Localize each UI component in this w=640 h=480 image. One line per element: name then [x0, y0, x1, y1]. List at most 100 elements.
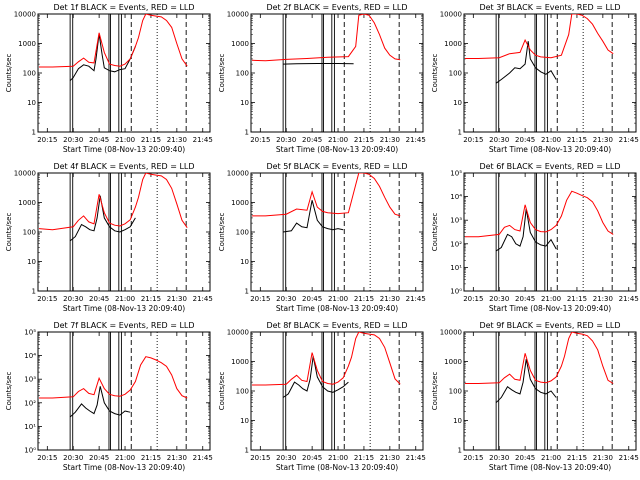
chart-panel-4: Det 4f BLACK = Events, RED = LLD Counts/s…	[5, 162, 213, 313]
x-tick-label: 21:30	[593, 295, 613, 303]
x-tick-label: 21:15	[354, 136, 374, 144]
x-tick-label: 20:15	[250, 136, 270, 144]
x-tick-label: 21:30	[593, 136, 613, 144]
y-tick-label: 1	[245, 129, 249, 137]
x-tick-label: 20:30	[276, 454, 296, 462]
y-tick-label: 1	[245, 447, 249, 455]
x-tick-label: 21:15	[567, 136, 587, 144]
x-tick-label: 21:00	[115, 295, 135, 303]
chart-title: Det 3f BLACK = Events, RED = LLD	[479, 3, 620, 12]
chart-panel-6: Det 6f BLACK = Events, RED = LLD Counts/s…	[431, 162, 639, 313]
series-line-lld	[465, 332, 614, 384]
x-tick-label: 21:00	[541, 454, 561, 462]
series-line-lld	[39, 356, 188, 399]
y-tick-label: 10000	[14, 170, 36, 178]
y-tick-label: 1000	[18, 199, 36, 207]
chart-title: Det 4f BLACK = Events, RED = LLD	[53, 162, 194, 171]
y-tick-label: 10000	[227, 170, 249, 178]
x-tick-label: 21:45	[619, 295, 639, 303]
x-axis-label: Start Time (08-Nov-13 20:09:40)	[276, 304, 398, 313]
y-tick-label: 100	[23, 70, 36, 78]
x-tick-label: 20:15	[37, 136, 57, 144]
x-tick-label: 21:15	[567, 295, 587, 303]
chart-panel-7: Det 7f BLACK = Events, RED = LLD Counts/s…	[5, 321, 213, 472]
x-tick-label: 20:45	[515, 136, 535, 144]
y-tick-label: 10000	[227, 11, 249, 19]
x-tick-label: 21:30	[167, 295, 187, 303]
x-tick-label: 20:15	[37, 295, 57, 303]
y-tick-label: 10000	[440, 11, 462, 19]
y-tick-label: 10³	[450, 217, 462, 225]
x-tick-label: 21:00	[541, 295, 561, 303]
y-tick-label: 10	[240, 99, 249, 107]
x-tick-label: 21:00	[328, 136, 348, 144]
y-tick-label: 100	[236, 388, 249, 396]
y-axis-label: Counts/sec	[218, 213, 226, 252]
series-line-events	[69, 195, 136, 242]
x-tick-label: 21:30	[593, 454, 613, 462]
x-axis-label: Start Time (08-Nov-13 20:09:40)	[63, 145, 185, 154]
x-tick-label: 20:30	[489, 454, 509, 462]
x-tick-label: 21:00	[115, 454, 135, 462]
x-tick-label: 21:00	[541, 136, 561, 144]
chart-title: Det 8f BLACK = Events, RED = LLD	[266, 321, 407, 330]
x-tick-label: 20:30	[276, 295, 296, 303]
y-tick-label: 10³	[24, 376, 36, 384]
x-tick-label: 21:45	[619, 454, 639, 462]
y-tick-label: 10²	[24, 399, 36, 407]
y-tick-label: 10	[240, 417, 249, 425]
x-tick-label: 20:30	[489, 295, 509, 303]
y-tick-label: 10	[453, 99, 462, 107]
y-tick-label: 1	[458, 447, 462, 455]
series-line-events	[69, 386, 131, 418]
y-axis-label: Counts/sec	[218, 372, 226, 411]
y-tick-label: 10⁵	[24, 329, 36, 337]
series-line-events	[283, 63, 354, 65]
x-tick-label: 21:45	[406, 136, 426, 144]
series-line-lld	[252, 332, 401, 386]
x-tick-label: 20:30	[276, 136, 296, 144]
y-tick-label: 1	[458, 129, 462, 137]
y-tick-label: 1	[245, 288, 249, 296]
y-tick-label: 1000	[231, 358, 249, 366]
x-tick-label: 20:15	[463, 136, 483, 144]
plot-frame	[37, 172, 211, 292]
x-tick-label: 20:15	[250, 295, 270, 303]
chart-panel-5: Det 5f BLACK = Events, RED = LLD Counts/s…	[218, 162, 426, 313]
y-axis-label: Counts/sec	[5, 54, 13, 93]
x-tick-label: 21:45	[193, 454, 213, 462]
series-line-events	[282, 356, 349, 398]
x-axis-label: Start Time (08-Nov-13 20:09:40)	[489, 304, 611, 313]
x-tick-label: 20:15	[250, 454, 270, 462]
y-tick-label: 10⁵	[450, 170, 462, 178]
x-axis-label: Start Time (08-Nov-13 20:09:40)	[489, 463, 611, 472]
x-tick-label: 21:45	[406, 295, 426, 303]
x-tick-label: 20:45	[89, 454, 109, 462]
x-tick-label: 20:15	[37, 454, 57, 462]
y-tick-label: 1	[32, 288, 36, 296]
chart-title: Det 7f BLACK = Events, RED = LLD	[53, 321, 194, 330]
chart-title: Det 9f BLACK = Events, RED = LLD	[479, 321, 620, 330]
x-tick-label: 20:45	[302, 136, 322, 144]
y-tick-label: 10⁰	[450, 288, 462, 296]
plot-frame	[37, 331, 211, 451]
x-tick-label: 21:15	[567, 454, 587, 462]
y-tick-label: 10000	[440, 329, 462, 337]
plot-frame	[37, 13, 211, 133]
chart-panel-3: Det 3f BLACK = Events, RED = LLD Counts/s…	[431, 3, 639, 154]
x-tick-label: 21:30	[380, 136, 400, 144]
series-line-events	[283, 200, 344, 233]
series-line-events	[495, 208, 557, 252]
chart-title: Det 1f BLACK = Events, RED = LLD	[53, 3, 194, 12]
series-line-events	[495, 41, 557, 84]
y-tick-label: 100	[23, 229, 36, 237]
y-tick-label: 10¹	[24, 423, 36, 431]
x-tick-label: 21:00	[328, 454, 348, 462]
y-tick-label: 10	[27, 99, 36, 107]
y-axis-label: Counts/sec	[5, 372, 13, 411]
x-tick-label: 21:00	[328, 295, 348, 303]
y-tick-label: 10000	[227, 329, 249, 337]
plot-frame	[463, 13, 637, 133]
y-tick-label: 10⁴	[450, 193, 462, 201]
